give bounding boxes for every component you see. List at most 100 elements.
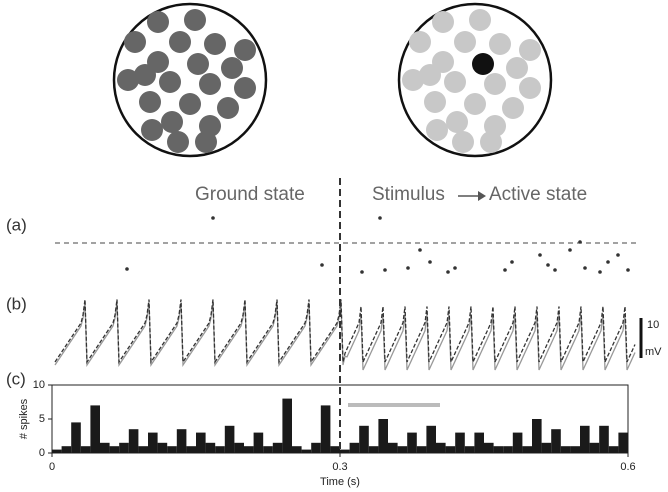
bar — [560, 446, 571, 453]
node — [139, 91, 161, 113]
spike — [320, 263, 324, 267]
bar — [484, 442, 494, 453]
bar — [282, 398, 292, 453]
spike — [568, 248, 572, 252]
bar — [109, 446, 120, 453]
bar — [368, 446, 379, 453]
bar — [186, 446, 196, 453]
spike — [583, 266, 587, 270]
node — [446, 111, 468, 133]
panel-label: (a) — [6, 215, 27, 234]
spike — [626, 268, 630, 272]
spike — [578, 240, 582, 244]
node — [472, 53, 494, 75]
bar — [330, 446, 340, 453]
node — [489, 33, 511, 55]
traces — [54, 299, 636, 371]
node — [519, 39, 541, 61]
node — [195, 131, 217, 153]
bar — [474, 432, 484, 453]
spike — [428, 260, 432, 264]
node — [519, 77, 541, 99]
bar — [522, 446, 532, 453]
node — [409, 31, 431, 53]
node — [502, 97, 524, 119]
node — [179, 93, 201, 115]
node — [234, 77, 256, 99]
bar — [167, 446, 177, 453]
spike — [211, 216, 215, 220]
bar — [253, 432, 264, 453]
spike — [606, 260, 610, 264]
scale-label: mV — [645, 346, 662, 358]
spike — [453, 266, 457, 270]
bar — [349, 442, 360, 453]
bar — [340, 449, 350, 453]
spike — [546, 263, 550, 267]
bar — [445, 446, 456, 453]
bar — [61, 446, 72, 453]
x-tick-label: 0.3 — [332, 461, 347, 473]
bar — [608, 446, 619, 453]
node — [444, 71, 466, 93]
node — [402, 69, 424, 91]
spike — [360, 270, 364, 274]
spike — [446, 270, 450, 274]
node — [147, 11, 169, 33]
y-axis-title: # spikes — [18, 398, 30, 439]
x-axis-title: Time (s) — [320, 476, 360, 488]
active-label: Active state — [489, 184, 587, 205]
bar — [71, 422, 81, 453]
node — [159, 71, 181, 93]
bar — [436, 442, 446, 453]
bar — [541, 442, 552, 453]
spike — [510, 260, 514, 264]
spike — [378, 216, 382, 220]
bar — [244, 446, 254, 453]
bar — [580, 425, 590, 453]
bar — [148, 432, 158, 453]
trace — [54, 302, 636, 371]
node — [234, 39, 256, 61]
spike — [418, 248, 422, 252]
bar — [570, 446, 580, 453]
scale-label: 10 — [647, 319, 659, 331]
node — [454, 31, 476, 53]
bar — [426, 425, 436, 453]
lattices — [112, 2, 553, 158]
bar — [196, 432, 206, 453]
bar — [503, 446, 513, 453]
bar — [292, 446, 302, 453]
node — [432, 11, 454, 33]
node — [184, 9, 206, 31]
bar — [618, 432, 628, 453]
bar — [119, 442, 129, 453]
bar — [52, 449, 62, 453]
y-tick-label: 5 — [39, 413, 45, 425]
node — [134, 64, 156, 86]
spike — [383, 268, 387, 272]
spike — [553, 268, 557, 272]
bar — [263, 446, 273, 453]
y-tick-label: 0 — [39, 447, 45, 459]
arrow-head — [478, 191, 486, 201]
ground-label: Ground state — [195, 184, 305, 205]
node — [217, 97, 239, 119]
spike — [503, 268, 507, 272]
bar — [128, 429, 139, 453]
bar — [416, 446, 427, 453]
bar — [388, 442, 398, 453]
bar — [359, 425, 369, 453]
raster — [125, 216, 630, 274]
bar — [311, 442, 321, 453]
bar — [272, 442, 283, 453]
panel-label: (b) — [6, 294, 27, 313]
bar — [138, 446, 148, 453]
node — [167, 131, 189, 153]
node — [469, 9, 491, 31]
stimulus-bar — [348, 403, 440, 407]
trace — [54, 299, 636, 365]
bar — [397, 446, 408, 453]
node — [141, 119, 163, 141]
